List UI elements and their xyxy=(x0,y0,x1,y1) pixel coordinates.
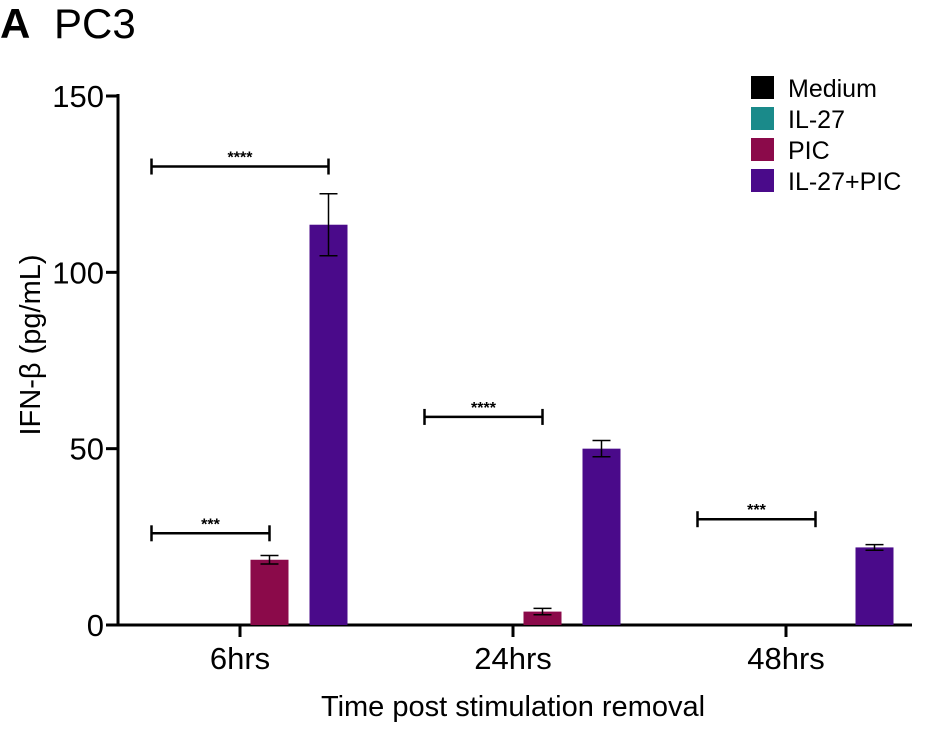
axes: 0 50 100 150 6hrs 24hrs 48hrs xyxy=(52,79,912,676)
legend-swatch xyxy=(751,76,774,99)
x-axis-title: Time post stimulation removal xyxy=(321,691,705,723)
significance-label: **** xyxy=(228,150,254,167)
y-tick-label: 50 xyxy=(70,432,104,467)
legend-label: PIC xyxy=(788,137,830,165)
x-tick-label: 24hrs xyxy=(474,641,552,676)
legend-swatch xyxy=(751,107,774,130)
y-axis-title: IFN-β (pg/mL) xyxy=(15,254,47,435)
bar-pic-24hrs xyxy=(523,611,562,625)
error-bars xyxy=(260,192,884,616)
legend: Medium IL-27 PIC IL-27+PIC xyxy=(751,75,901,196)
panel-letter: A xyxy=(0,0,30,47)
x-tick-label: 48hrs xyxy=(747,641,825,676)
bar-il-27-pic-6hrs xyxy=(309,224,348,625)
significance-label: **** xyxy=(471,400,497,417)
legend-swatch xyxy=(751,169,774,192)
bar-il-27-pic-24hrs xyxy=(582,448,621,625)
x-tick-label: 6hrs xyxy=(210,641,270,676)
legend-label: IL-27+PIC xyxy=(788,168,901,196)
significance-label: *** xyxy=(201,516,220,533)
bar-il-27-pic-48hrs xyxy=(855,547,894,625)
bar-pic-6hrs xyxy=(250,559,289,625)
y-tick-label: 0 xyxy=(87,608,104,643)
bars xyxy=(250,224,894,625)
legend-label: IL-27 xyxy=(788,106,845,134)
significance-annotations: ************** xyxy=(150,150,817,542)
legend-label: Medium xyxy=(788,75,877,103)
significance-label: *** xyxy=(747,502,766,519)
panel-title: PC3 xyxy=(54,0,136,47)
legend-swatch xyxy=(751,138,774,161)
y-tick-label: 150 xyxy=(52,79,104,114)
y-tick-label: 100 xyxy=(52,255,104,290)
